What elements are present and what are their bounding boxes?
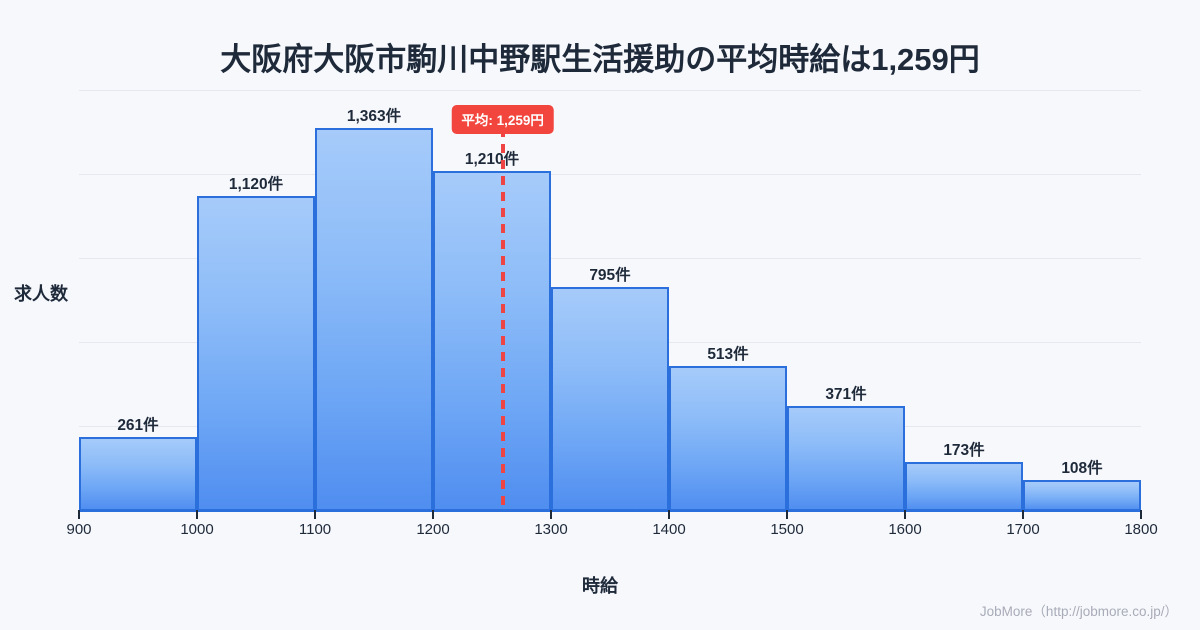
x-axis-tick-label: 1600 (888, 521, 922, 538)
x-axis-tick-label: 1000 (180, 521, 214, 538)
bar[interactable] (787, 406, 905, 510)
x-axis-tick-label: 1100 (298, 521, 332, 538)
x-axis-tick-label: 1300 (534, 521, 568, 538)
x-axis-title: 時給 (582, 576, 618, 596)
bar-value-label: 795件 (589, 267, 631, 285)
x-axis-tick-label: 1700 (1006, 521, 1040, 538)
footer-credit: JobMore（http://jobmore.co.jp/） (979, 604, 1178, 619)
bar[interactable] (433, 171, 551, 510)
x-axis-tick (1022, 510, 1024, 519)
x-axis-tick (786, 510, 788, 519)
x-axis-tick (668, 510, 670, 519)
bar[interactable] (1023, 479, 1141, 510)
bar[interactable] (669, 366, 787, 510)
x-axis-tick (314, 510, 316, 519)
x-axis-tick (904, 510, 906, 519)
bar[interactable] (551, 287, 669, 510)
gridline (79, 258, 1141, 259)
x-axis-tick-label: 1200 (416, 521, 450, 538)
x-axis-tick-label: 1800 (1124, 521, 1158, 538)
bar-value-label: 261件 (117, 416, 159, 434)
bar[interactable] (315, 128, 433, 510)
x-axis-tick (1140, 510, 1142, 519)
bar-value-label: 1,120件 (228, 176, 284, 194)
gridline (79, 90, 1141, 91)
x-axis-tick (196, 510, 198, 519)
bar-value-label: 513件 (707, 346, 749, 364)
x-axis-tick (78, 510, 80, 519)
x-axis-tick (550, 510, 552, 519)
x-axis-line (79, 509, 1141, 512)
bar-value-label: 108件 (1061, 459, 1103, 477)
average-line (500, 128, 505, 510)
bar[interactable] (905, 461, 1023, 510)
x-axis-tick-label: 1400 (652, 521, 686, 538)
bar-value-label: 371件 (825, 386, 867, 404)
y-axis-title: 求人数 (14, 284, 68, 304)
bar-value-label: 1,363件 (346, 108, 402, 126)
bar[interactable] (197, 196, 315, 510)
chart-title: 大阪府大阪市駒川中野駅生活援助の平均時給は1,259円 (220, 42, 980, 77)
gridline (79, 174, 1141, 175)
x-axis-tick-label: 1500 (770, 521, 804, 538)
bar-value-label: 1,210件 (464, 151, 520, 169)
bar[interactable] (79, 436, 197, 510)
plot-area (79, 90, 1141, 510)
x-axis-tick-label: 900 (66, 521, 92, 538)
bar-value-label: 173件 (943, 441, 985, 459)
x-axis-tick (432, 510, 434, 519)
average-badge: 平均: 1,259円 (451, 105, 554, 134)
